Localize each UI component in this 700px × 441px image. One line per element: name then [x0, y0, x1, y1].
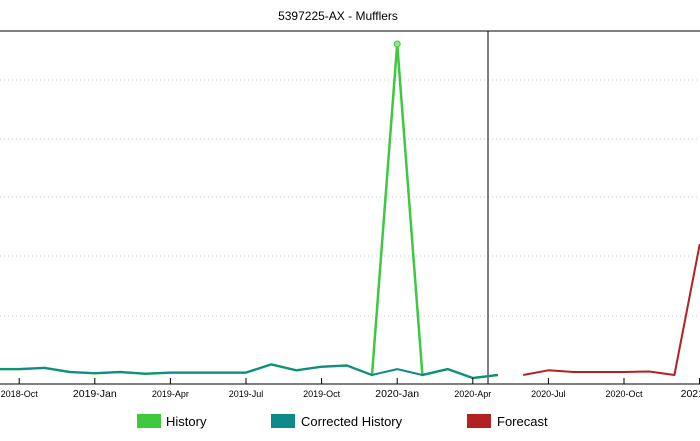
x-axis: 2018-Oct 2019-Jan 2019-Apr 2019-Jul 2019-Oct… — [1, 378, 700, 400]
x-tick-label: 2018-Oct — [1, 389, 39, 399]
x-tick-label: 2019-Jul — [229, 389, 264, 399]
x-tick-label: 2019-Oct — [303, 389, 341, 399]
legend-label: Corrected History — [301, 414, 403, 429]
plot-frame — [0, 30, 700, 385]
series-line-history — [0, 42, 499, 380]
x-tick-label: 2020-Jul — [531, 389, 566, 399]
legend-swatch — [467, 414, 491, 428]
series-line-forecast — [523, 244, 700, 376]
x-tick-label: 2020-Apr — [454, 389, 491, 399]
series-layer — [0, 40, 700, 380]
legend-item-history[interactable]: History — [137, 414, 207, 429]
gridlines — [0, 79, 700, 317]
legend-item-corrected-history[interactable]: Corrected History — [271, 414, 403, 429]
chart-title: 5397225-AX - Mufflers — [278, 9, 398, 23]
legend-item-forecast[interactable]: Forecast — [467, 414, 548, 429]
x-tick-label: 2021-Ja — [681, 388, 700, 400]
legend-label: History — [166, 414, 207, 429]
x-tick-label: 2019-Apr — [152, 389, 189, 399]
legend: History Corrected History Forecast — [137, 414, 548, 429]
x-tick-label: 2020-Oct — [605, 389, 643, 399]
legend-swatch — [271, 414, 295, 428]
x-tick-label: 2019-Jan — [73, 388, 117, 400]
legend-label: Forecast — [497, 414, 548, 429]
x-tick-label: 2020-Jan — [375, 388, 419, 400]
data-point — [393, 40, 401, 48]
legend-swatch — [137, 414, 161, 428]
